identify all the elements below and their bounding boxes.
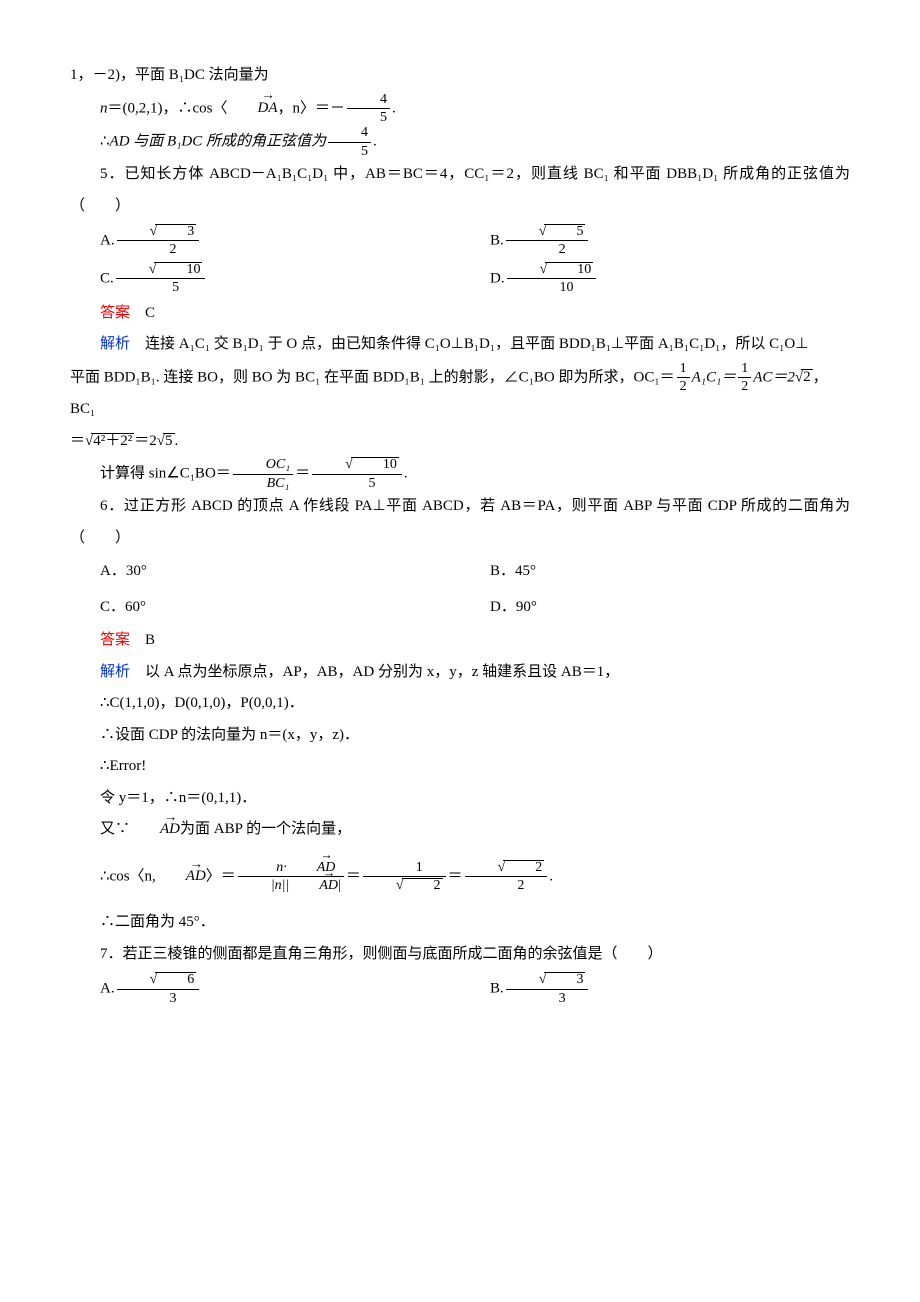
q5-options: A.√32 B.√52 C.√105 D.√1010: [70, 222, 850, 298]
q6-l5-b: 为面 ABP 的一个法向量，: [180, 821, 351, 837]
q6-ans-val: B: [130, 632, 155, 648]
frac-b: √52: [506, 224, 589, 258]
calc-period: .: [404, 466, 408, 482]
q7-optA: A.√63: [70, 970, 460, 1008]
q5-optD: D.√1010: [460, 260, 850, 298]
therefore: ∴: [100, 134, 110, 150]
var-n: n: [100, 100, 108, 116]
q5-calc: 计算得 sin∠C₁BO＝OC₁BC₁＝√105.: [70, 457, 850, 491]
eq1-after: ，n〉＝－: [278, 100, 346, 116]
rad-5: 5: [163, 433, 175, 449]
vec-da: DA: [228, 93, 278, 125]
eq-line-1: n＝(0,2,1)，∴cos〈DA，n〉＝－45.: [70, 92, 850, 126]
eq1-val: ＝(0,2,1)，∴cos〈: [108, 100, 228, 116]
q5-optB: B.√52: [460, 222, 850, 260]
q5-stem: 5．已知长方体 ABCD－A₁B₁C₁D₁ 中，AB＝BC＝4，CC₁＝2，则直…: [70, 159, 850, 222]
q6-analysis-1: 解析 以 A 点为坐标原点，AP，AB，AD 分别为 x，y，z 轴建系且设 A…: [70, 657, 850, 689]
period2: .: [373, 134, 377, 150]
ana3-pre: ＝: [70, 433, 85, 449]
q5-analysis-1: 解析 连接 A₁C₁ 交 B₁D₁ 于 O 点，由已知条件得 C₁O⊥B₁D₁，…: [70, 329, 850, 361]
ana3-period: .: [175, 433, 179, 449]
ana2-a: 平面 BDD₁B₁. 连接 BO，则 BO 为 BC₁ 在平面 BDD₁B₁ 上…: [70, 369, 675, 385]
answer-label: 答案: [100, 305, 130, 321]
q6-answer: 答案 B: [70, 625, 850, 657]
period: .: [392, 100, 396, 116]
q5-optA: A.√32: [70, 222, 460, 260]
q5-analysis-3: ＝√4²＋2²＝2√5.: [70, 426, 850, 458]
frac-r10-5: √105: [312, 457, 402, 491]
frac-a: √32: [117, 224, 200, 258]
vec-ad2: AD: [156, 861, 206, 893]
q6-line5: 又∵AD为面 ABP 的一个法向量，: [70, 814, 850, 846]
label-c: C.: [100, 270, 114, 286]
frac-d: √1010: [507, 262, 597, 296]
eq2-txt: AD 与面 B₁DC 所成的角正弦值为: [110, 134, 326, 150]
analysis-label2: 解析: [100, 664, 130, 680]
frac-1-r2: 1√2: [363, 860, 446, 894]
q7-optB: B.√33: [460, 970, 850, 1008]
q6-eq-a: 〉＝: [206, 868, 236, 884]
label-a: A.: [100, 232, 115, 248]
q7-options: A.√63 B.√33: [70, 970, 850, 1008]
q6-optD: D．90°: [460, 590, 850, 626]
q6-options: A．30° B．45° C．60° D．90°: [70, 554, 850, 625]
q6-stem: 6．过正方形 ABCD 的顶点 A 作线段 PA⊥平面 ABCD，若 AB＝PA…: [70, 491, 850, 554]
calc-eq: ＝: [295, 466, 310, 482]
q6-eq-c: ＝: [448, 868, 463, 884]
eq-line-2: ∴AD 与面 B₁DC 所成的角正弦值为45.: [70, 125, 850, 159]
frac-7b: √33: [506, 972, 589, 1006]
q5-ans-val: C: [130, 305, 155, 321]
label-b: B.: [490, 232, 504, 248]
q6-eq-pre: ∴cos〈n,: [100, 868, 156, 884]
q6-line2: ∴设面 CDP 的法向量为 n＝(x，y，z)．: [70, 720, 850, 752]
label-7b: B.: [490, 981, 504, 997]
intro-text: 1，－2)，平面 B₁DC 法向量为: [70, 60, 850, 92]
label-7a: A.: [100, 981, 115, 997]
frac-oc-bc: OC₁BC₁: [233, 457, 293, 491]
q5-optC: C.√105: [70, 260, 460, 298]
frac-7a: √63: [117, 972, 200, 1006]
rad-2: 2: [801, 369, 813, 385]
frac-4-5b: 45: [328, 125, 371, 159]
q6-l5-a: 又∵: [100, 821, 130, 837]
q6-conclusion: ∴二面角为 45°．: [70, 907, 850, 939]
ana3-eq: ＝2: [134, 433, 157, 449]
q6-ana1-txt: 以 A 点为坐标原点，AP，AB，AD 分别为 x，y，z 轴建系且设 AB＝1…: [130, 664, 619, 680]
q5-ana1-txt: 连接 A₁C₁ 交 B₁D₁ 于 O 点，由已知条件得 C₁O⊥B₁D₁，且平面…: [130, 336, 808, 352]
calc-pre: 计算得 sin∠C₁BO＝: [100, 466, 231, 482]
frac-nad: n·AD|n||AD|: [238, 860, 344, 894]
frac-half1: 12: [677, 361, 690, 395]
answer-label2: 答案: [100, 632, 130, 648]
q6-optC: C．60°: [70, 590, 460, 626]
frac-r2-2: √22: [465, 860, 548, 894]
q6-optB: B．45°: [460, 554, 850, 590]
frac-c: √105: [116, 262, 206, 296]
q7-stem: 7．若正三棱锥的侧面都是直角三角形，则侧面与底面所成二面角的余弦值是（ ）: [70, 939, 850, 971]
q5-analysis-2: 平面 BDD₁B₁. 连接 BO，则 BO 为 BC₁ 在平面 BDD₁B₁ 上…: [70, 361, 850, 426]
q5-answer: 答案 C: [70, 298, 850, 330]
frac-4-5: 45: [347, 92, 390, 126]
q6-eq-period: .: [549, 868, 553, 884]
q6-line3: ∴Error!: [70, 751, 850, 783]
label-d: D.: [490, 270, 505, 286]
q6-line4: 令 y＝1，∴n＝(0,1,1)．: [70, 783, 850, 815]
q6-line1: ∴C(1,1,0)，D(0,1,0)，P(0,0,1)．: [70, 688, 850, 720]
q6-eq: ∴cos〈n,AD〉＝n·AD|n||AD|＝1√2＝√22.: [70, 860, 850, 894]
q6-eq-b: ＝: [346, 868, 361, 884]
rad-42-22: 4²＋2²: [91, 433, 134, 449]
ana2-c: AC＝2: [753, 369, 795, 385]
vec-ad: AD: [130, 814, 180, 846]
frac-half2: 12: [738, 361, 751, 395]
analysis-label: 解析: [100, 336, 130, 352]
q6-optA: A．30°: [70, 554, 460, 590]
ana2-b: A₁C₁＝: [692, 369, 737, 385]
